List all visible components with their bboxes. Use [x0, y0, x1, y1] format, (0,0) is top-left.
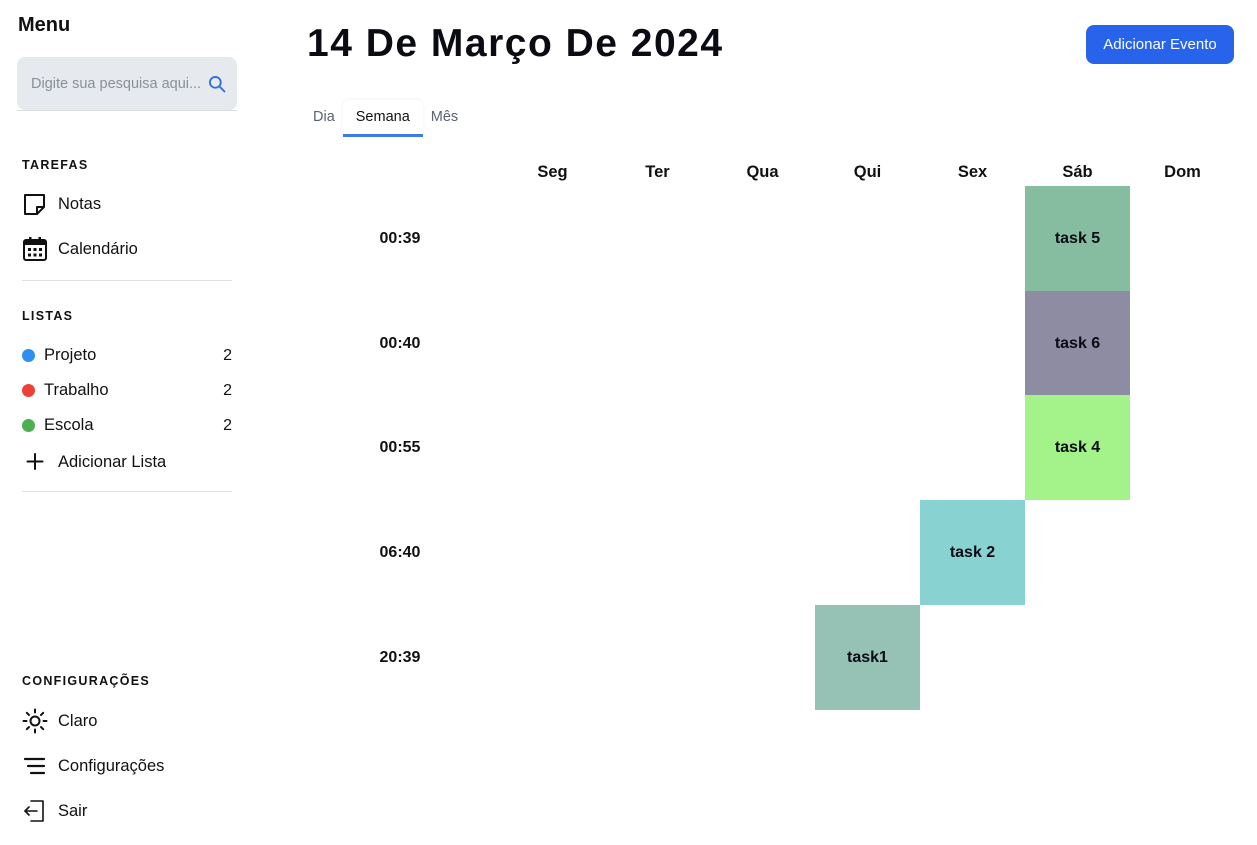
list-item-projeto[interactable]: Projeto 2	[22, 346, 232, 365]
nav-item-calendario[interactable]: Calendário	[22, 236, 138, 262]
plus-icon	[22, 449, 48, 475]
sticky-note-icon	[22, 191, 48, 217]
add-list-button[interactable]: Adicionar Lista	[22, 449, 166, 475]
menu-title: Menu	[18, 14, 71, 36]
time-label: 00:55	[379, 439, 421, 456]
day-header: Sáb	[1062, 163, 1093, 181]
search-divider	[17, 110, 237, 111]
day-header: Qua	[746, 163, 779, 181]
nav-item-notas[interactable]: Notas	[22, 191, 101, 217]
time-label: 06:40	[379, 544, 421, 561]
tab-dia[interactable]: Dia	[313, 109, 335, 125]
theme-toggle-label: Claro	[58, 711, 98, 730]
day-header: Seg	[537, 163, 568, 181]
nav-item-label: Calendário	[58, 239, 138, 258]
time-label: 20:39	[379, 649, 421, 666]
calendar-icon	[22, 236, 48, 262]
section-label-listas: LISTAS	[22, 309, 74, 323]
day-header: Ter	[645, 163, 670, 181]
divider	[22, 280, 232, 281]
theme-toggle[interactable]: Claro	[22, 708, 97, 734]
list-color-dot	[22, 349, 35, 362]
view-tabs: Dia Semana Mês	[305, 100, 466, 138]
event-task-2[interactable]: task 2	[920, 500, 1025, 605]
section-label-configuracoes: CONFIGURAÇÕES	[22, 674, 151, 688]
search-input[interactable]	[31, 75, 207, 92]
settings-lines-icon	[22, 753, 48, 779]
day-header: Dom	[1164, 163, 1201, 181]
list-count: 2	[223, 381, 232, 399]
event-task-4[interactable]: task 4	[1025, 395, 1130, 500]
list-label: Trabalho	[44, 381, 109, 399]
list-count: 2	[223, 416, 232, 434]
search-icon[interactable]	[207, 74, 227, 94]
tab-mes[interactable]: Mês	[430, 109, 459, 125]
divider	[22, 491, 232, 492]
list-label: Escola	[44, 416, 94, 434]
add-list-label: Adicionar Lista	[58, 452, 167, 471]
logout-icon	[22, 798, 48, 824]
list-item-trabalho[interactable]: Trabalho 2	[22, 381, 232, 400]
time-label: 00:40	[379, 335, 421, 352]
day-header: Sex	[957, 163, 988, 181]
list-label: Projeto	[44, 346, 97, 364]
tab-semana[interactable]: Semana	[342, 100, 423, 137]
nav-item-label: Notas	[58, 194, 102, 213]
event-task-1[interactable]: task1	[815, 605, 920, 710]
add-event-button[interactable]: Adicionar Evento	[1086, 25, 1234, 64]
sidebar: Menu TAREFAS Notas	[0, 0, 255, 845]
settings-button[interactable]: Configurações	[22, 753, 164, 779]
logout-button[interactable]: Sair	[22, 798, 87, 824]
event-task-5[interactable]: task 5	[1025, 186, 1130, 291]
list-item-escola[interactable]: Escola 2	[22, 416, 232, 435]
list-color-dot	[22, 419, 35, 432]
page-title: 14 De Março De 2024	[307, 22, 724, 65]
logout-label: Sair	[58, 801, 88, 820]
list-color-dot	[22, 384, 35, 397]
day-header: Qui	[853, 163, 882, 181]
search-box	[17, 57, 237, 110]
time-label: 00:39	[379, 230, 421, 247]
event-task-6[interactable]: task 6	[1025, 291, 1130, 396]
settings-label: Configurações	[58, 756, 165, 775]
section-label-tarefas: TAREFAS	[22, 158, 89, 172]
list-count: 2	[223, 346, 232, 364]
sun-icon	[22, 708, 48, 734]
